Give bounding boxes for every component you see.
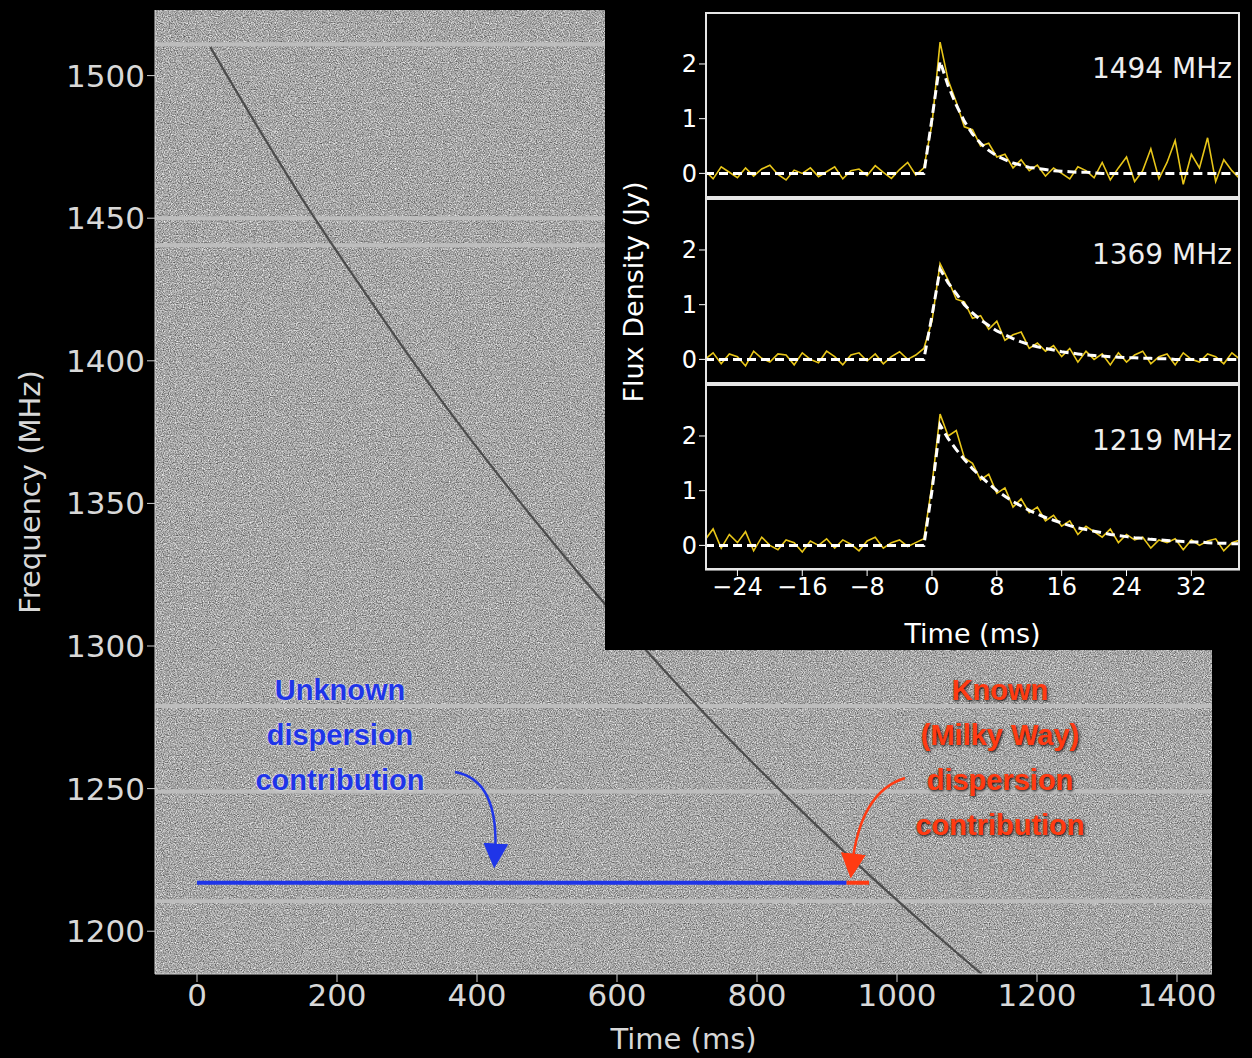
svg-text:1: 1	[682, 291, 697, 319]
html-text:dispersion: dispersion	[926, 764, 1074, 796]
html-text:dispersion: dispersion	[266, 719, 414, 751]
svg-text:1200: 1200	[66, 913, 145, 949]
html-text:Frequency (MHz): Frequency (MHz)	[13, 370, 47, 614]
svg-text:0: 0	[924, 573, 939, 601]
svg-text:0: 0	[682, 160, 697, 188]
svg-text:400: 400	[447, 977, 506, 1013]
svg-text:1400: 1400	[1138, 977, 1217, 1013]
svg-text:24: 24	[1111, 573, 1142, 601]
svg-text:1500: 1500	[66, 58, 145, 94]
html-text:contribution: contribution	[255, 764, 425, 796]
svg-text:1300: 1300	[66, 628, 145, 664]
svg-text:1: 1	[682, 105, 697, 133]
svg-text:1250: 1250	[66, 771, 145, 807]
html-text:1369 MHz: 1369 MHz	[1091, 238, 1232, 271]
svg-text:1400: 1400	[66, 343, 145, 379]
html-text:Unknown: Unknown	[274, 674, 406, 706]
html-text:1494 MHz: 1494 MHz	[1091, 52, 1232, 85]
svg-text:0: 0	[682, 532, 697, 560]
svg-text:0: 0	[682, 346, 697, 374]
html-text:contribution: contribution	[915, 809, 1085, 841]
html-text:1219 MHz: 1219 MHz	[1091, 424, 1232, 457]
svg-text:1450: 1450	[66, 200, 145, 236]
svg-text:−24: −24	[712, 573, 763, 601]
html-text:Flux Density (Jy): Flux Density (Jy)	[617, 181, 649, 403]
svg-text:600: 600	[587, 977, 646, 1013]
svg-text:1000: 1000	[858, 977, 937, 1013]
html-text:(Milky Way): (Milky Way)	[920, 719, 1080, 751]
svg-text:2: 2	[682, 50, 697, 78]
html-text:Known: Known	[951, 674, 1049, 706]
svg-text:0: 0	[187, 977, 207, 1013]
svg-text:1: 1	[682, 477, 697, 505]
svg-text:8: 8	[989, 573, 1004, 601]
svg-text:1200: 1200	[998, 977, 1077, 1013]
svg-text:32: 32	[1176, 573, 1207, 601]
svg-text:Time (ms): Time (ms)	[903, 618, 1040, 648]
svg-text:Time (ms): Time (ms)	[609, 1022, 756, 1056]
svg-text:2: 2	[682, 236, 697, 264]
svg-text:200: 200	[307, 977, 366, 1013]
svg-text:−8: −8	[849, 573, 884, 601]
svg-text:16: 16	[1046, 573, 1077, 601]
svg-text:−16: −16	[777, 573, 828, 601]
svg-text:1350: 1350	[66, 485, 145, 521]
svg-text:2: 2	[682, 422, 697, 450]
svg-text:800: 800	[727, 977, 786, 1013]
